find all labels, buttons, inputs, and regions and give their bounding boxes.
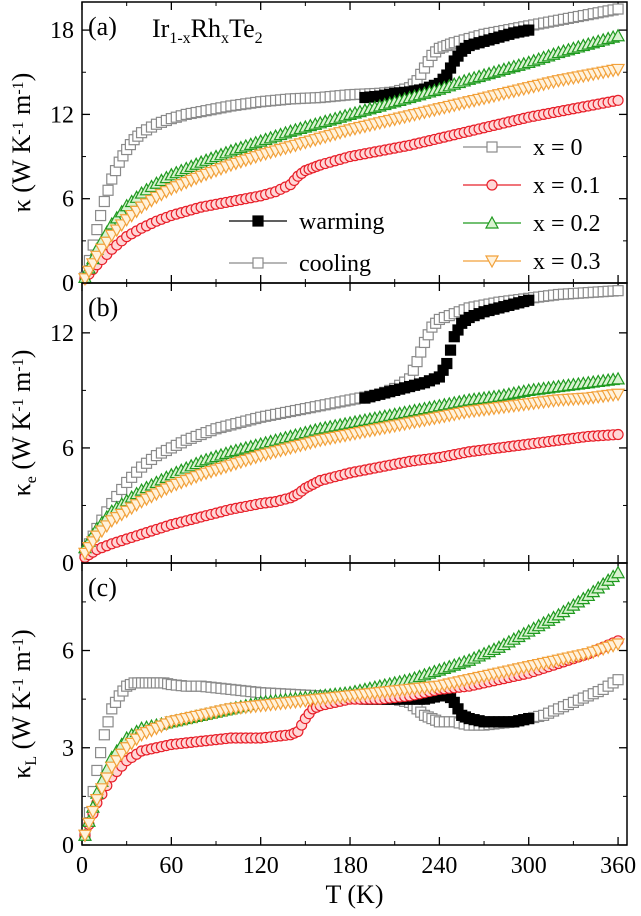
y-tick-label: 3 [62, 736, 74, 762]
data-point [523, 294, 535, 306]
panel-label: (c) [88, 573, 117, 602]
y-axis-label: κ (W K-1 m-1) [7, 73, 36, 213]
x-axis-label: T (K) [325, 880, 383, 909]
legend-direction: warming cooling [229, 209, 384, 277]
y-tick-label: 0 [62, 271, 74, 297]
data-point [94, 783, 109, 797]
y-axis-label: κL (W K-1 m-1) [7, 629, 40, 778]
y-tick-label: 6 [62, 639, 74, 665]
plot-frame [81, 562, 628, 846]
data-point [109, 755, 124, 768]
data-point [611, 63, 626, 77]
data-point [611, 638, 626, 652]
data-point [94, 243, 109, 257]
data-point [89, 794, 104, 807]
data-point [102, 716, 114, 728]
y-tick-label: 12 [50, 321, 74, 347]
legend-marker [486, 141, 498, 153]
y-tick-label: 0 [62, 833, 74, 859]
series [79, 94, 624, 285]
data-point [612, 674, 624, 686]
panel-c: 0 3 6 (c) κL (W K-1 m-1) 0 60 120 180 240 300 360 T … [7, 562, 636, 909]
data-point [81, 817, 96, 831]
data-point [611, 371, 626, 385]
panel-label: (a) [88, 12, 117, 41]
panel-b: 0 6 12 (b) κe (W K-1 m-1) [7, 282, 628, 577]
data-point [611, 388, 626, 402]
data-point [95, 747, 107, 759]
data-point [91, 224, 103, 236]
data-point [98, 195, 110, 208]
y-tick-label: 6 [62, 187, 74, 213]
data-point [411, 356, 423, 368]
legend-marker [484, 255, 500, 269]
data-point [523, 24, 535, 36]
data-point [444, 344, 457, 356]
y-tick-label: 6 [62, 436, 74, 462]
series [79, 428, 624, 563]
data-point [612, 285, 624, 297]
x-tick-label: 120 [243, 853, 279, 879]
series [77, 63, 626, 287]
legend-label: x = 0 [533, 135, 583, 161]
x-tick-label: 0 [76, 853, 88, 879]
legend-composition: x = 0 x = 0.1 x = 0.2 x = 0.3 [463, 135, 601, 275]
data-point [99, 772, 114, 786]
data-point [85, 805, 100, 819]
data-point [611, 565, 626, 579]
legend-label: cooling [299, 251, 371, 277]
legend-marker [252, 257, 264, 269]
legend-marker [484, 215, 500, 229]
y-tick-label: 18 [50, 18, 74, 44]
data-point [91, 764, 103, 777]
x-tick-label: 240 [421, 853, 457, 879]
data-point [98, 729, 110, 741]
x-tick-label: 300 [511, 853, 547, 879]
panel-a: 0 6 12 18 (a) κ (W K-1 m-1) Ir1-xRhxTe2 warming… [7, 1, 628, 297]
data-point [104, 761, 119, 775]
data-point [523, 712, 535, 725]
data-point [77, 829, 92, 843]
panel-label: (b) [88, 293, 118, 322]
series [79, 3, 624, 283]
y-axis-label: κe (W K-1 m-1) [7, 350, 40, 497]
data-point [612, 3, 624, 15]
y-tick-label: 12 [50, 102, 74, 128]
x-tick-label: 180 [332, 853, 368, 879]
legend-marker [252, 215, 264, 227]
data-point [441, 357, 453, 370]
data-point [612, 428, 624, 441]
data-point [611, 28, 626, 42]
data-point [415, 346, 427, 358]
series [359, 294, 535, 404]
data-point [612, 94, 624, 106]
data-point [102, 184, 114, 196]
legend-marker [486, 179, 498, 191]
series [77, 638, 626, 843]
legend-label: warming [299, 209, 384, 235]
legend-label: x = 0.3 [533, 249, 601, 275]
y-tick-label: 0 [62, 551, 74, 577]
series [77, 28, 626, 283]
x-tick-label: 360 [600, 853, 636, 879]
data-point [99, 236, 114, 250]
data-point [95, 209, 107, 222]
composition-annotation: Ir1-xRhxTe2 [152, 14, 263, 47]
legend-label: x = 0.2 [533, 211, 601, 237]
data-point [114, 748, 129, 762]
data-point [89, 250, 104, 264]
series [77, 388, 626, 561]
x-tick-label: 60 [159, 853, 183, 879]
legend-label: x = 0.1 [533, 173, 601, 199]
